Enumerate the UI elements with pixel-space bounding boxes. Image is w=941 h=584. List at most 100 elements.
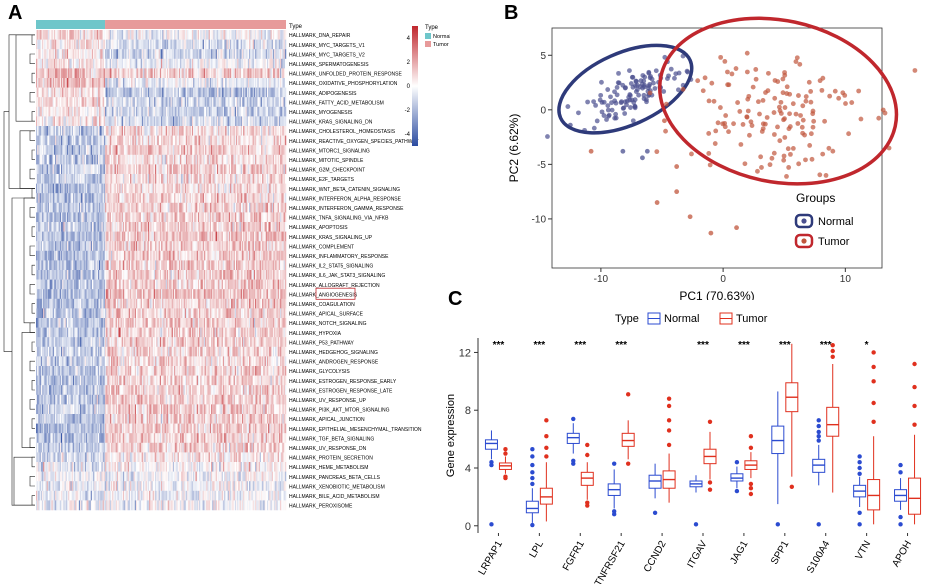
- heatmap-cell: [45, 241, 47, 252]
- heatmap-cell: [226, 202, 228, 213]
- heatmap-cell: [195, 193, 197, 204]
- heatmap-cell: [157, 174, 159, 184]
- heatmap-cell: [51, 116, 53, 127]
- heatmap-cell: [216, 116, 219, 127]
- heatmap-cell: [130, 39, 132, 50]
- heatmap-cell: [120, 49, 122, 60]
- heatmap-cell: [57, 145, 59, 156]
- heatmap-cell: [175, 231, 177, 242]
- heatmap-cell: [232, 202, 234, 213]
- heatmap-cell: [247, 58, 250, 69]
- heatmap-cell: [270, 164, 272, 175]
- heatmap-cell: [275, 183, 277, 194]
- heatmap-cell: [147, 222, 150, 232]
- heatmap-cell: [246, 97, 249, 108]
- heatmap-cell: [80, 78, 82, 88]
- heatmap-cell: [41, 135, 44, 146]
- heatmap-cell: [94, 68, 96, 79]
- heatmap-cell: [159, 154, 162, 165]
- heatmap-cell: [255, 87, 257, 98]
- heatmap-cell: [50, 231, 52, 242]
- heatmap-cell: [175, 135, 177, 146]
- heatmap-cell: [203, 97, 206, 108]
- heatmap-cell: [271, 78, 274, 88]
- heatmap-cell: [84, 164, 87, 175]
- heatmap-cell: [140, 126, 143, 136]
- heatmap-cell: [118, 222, 120, 232]
- heatmap-cell: [116, 30, 119, 40]
- heatmap-cell: [74, 145, 76, 156]
- heatmap-cell: [40, 231, 43, 242]
- heatmap-cell: [103, 222, 106, 232]
- heatmap-cell: [257, 30, 259, 40]
- heatmap-cell: [238, 164, 240, 175]
- heatmap-cell: [122, 193, 125, 204]
- heatmap-cell: [255, 222, 257, 232]
- heatmap-cell: [255, 202, 257, 213]
- heatmap-cell: [66, 202, 69, 213]
- heatmap-cell: [168, 97, 170, 108]
- heatmap-cell: [37, 154, 39, 165]
- heatmap-cell: [214, 116, 217, 127]
- heatmap-cell: [155, 39, 157, 50]
- heatmap-cell: [199, 193, 201, 204]
- heatmap-cell: [141, 58, 144, 69]
- heatmap-cell: [212, 164, 214, 175]
- heatmap-cell: [39, 145, 42, 156]
- heatmap-cell: [138, 202, 140, 213]
- heatmap-cell: [133, 183, 136, 194]
- heatmap-cell: [255, 78, 257, 88]
- heatmap-cell: [220, 87, 222, 98]
- heatmap-cell: [182, 222, 184, 232]
- heatmap-cell: [196, 183, 199, 194]
- heatmap-cell: [233, 58, 236, 69]
- heatmap-cell: [50, 174, 52, 184]
- heatmap-cell: [193, 174, 195, 184]
- heatmap-cell: [158, 174, 161, 184]
- heatmap-cell: [247, 183, 250, 194]
- heatmap-cell: [66, 231, 69, 242]
- heatmap-cell: [112, 87, 114, 98]
- heatmap-cell: [55, 222, 57, 232]
- heatmap-cell: [138, 183, 140, 194]
- heatmap-cell: [77, 222, 80, 232]
- heatmap-cell: [122, 241, 125, 252]
- heatmap-cell: [190, 154, 193, 165]
- heatmap-cell: [103, 87, 106, 98]
- heatmap-cell: [109, 106, 112, 117]
- heatmap-cell: [172, 202, 175, 213]
- heatmap-cell: [209, 222, 212, 232]
- heatmap-cell: [243, 126, 245, 136]
- heatmap-cell: [81, 174, 83, 184]
- heatmap-cell: [226, 106, 228, 117]
- heatmap-cell: [263, 30, 265, 40]
- heatmap-cell: [146, 154, 149, 165]
- heatmap-cell: [177, 212, 180, 223]
- heatmap-cell: [157, 58, 159, 69]
- heatmap-cell: [274, 58, 276, 69]
- heatmap-cell: [81, 58, 83, 69]
- heatmap-cell: [38, 222, 40, 232]
- heatmap-cell: [95, 87, 97, 98]
- heatmap-cell: [255, 164, 257, 175]
- heatmap-cell: [219, 126, 221, 136]
- heatmap-cell: [152, 174, 155, 184]
- heatmap-cell: [163, 58, 165, 69]
- heatmap-cell: [52, 202, 55, 213]
- heatmap-cell: [51, 39, 53, 50]
- heatmap-cell: [234, 193, 237, 204]
- heatmap-cell: [108, 183, 111, 194]
- heatmap-cell: [239, 193, 242, 204]
- heatmap-cell: [134, 241, 137, 252]
- heatmap-cell: [105, 68, 107, 79]
- heatmap-cell: [159, 212, 162, 223]
- heatmap-cell: [201, 164, 203, 175]
- heatmap-cell: [162, 126, 164, 136]
- heatmap-cell: [159, 222, 162, 232]
- heatmap-cell: [143, 164, 145, 175]
- heatmap-cell: [225, 30, 227, 40]
- heatmap-cell: [126, 202, 128, 213]
- heatmap-cell: [80, 202, 82, 213]
- heatmap-cell: [261, 202, 263, 213]
- heatmap-cell: [39, 116, 42, 127]
